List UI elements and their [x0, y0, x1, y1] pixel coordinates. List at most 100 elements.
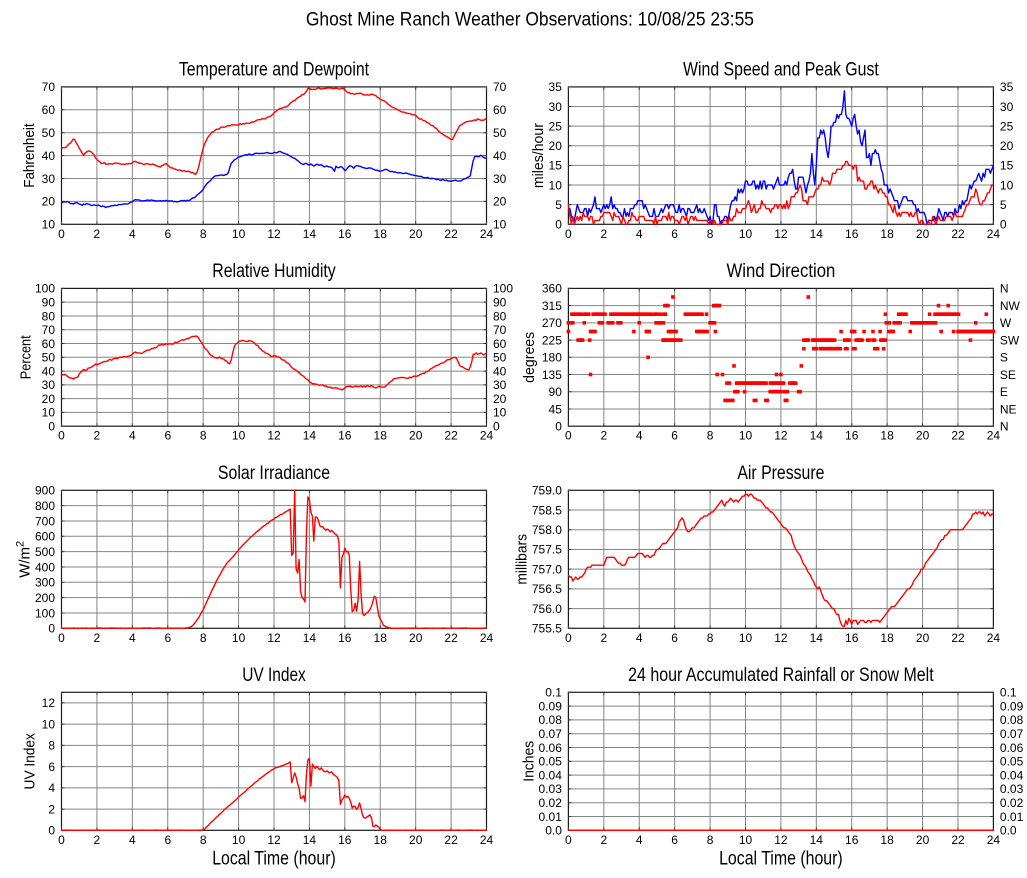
svg-text:8: 8	[707, 227, 714, 241]
svg-text:12: 12	[267, 227, 281, 241]
svg-text:5: 5	[555, 198, 562, 212]
svg-text:6: 6	[164, 227, 171, 241]
svg-text:270: 270	[542, 316, 562, 330]
svg-text:20: 20	[916, 227, 930, 241]
svg-text:12: 12	[774, 833, 788, 847]
svg-text:10: 10	[739, 227, 753, 241]
svg-text:S: S	[1000, 351, 1008, 365]
svg-text:500: 500	[35, 545, 55, 559]
svg-text:6: 6	[164, 429, 171, 443]
svg-text:0: 0	[58, 227, 65, 241]
svg-text:22: 22	[444, 429, 458, 443]
svg-text:80: 80	[493, 309, 507, 323]
svg-text:100: 100	[493, 282, 513, 296]
svg-text:Ghost Mine Ranch Weather Obser: Ghost Mine Ranch Weather Observations: 1…	[306, 9, 754, 30]
svg-text:Percent: Percent	[18, 335, 35, 380]
svg-text:35: 35	[1000, 80, 1014, 94]
svg-text:300: 300	[35, 576, 55, 590]
svg-text:757.5: 757.5	[532, 543, 562, 557]
svg-text:15: 15	[1000, 159, 1014, 173]
svg-text:0.04: 0.04	[539, 768, 563, 782]
svg-text:Fahrenheit: Fahrenheit	[21, 123, 38, 188]
svg-text:18: 18	[374, 227, 388, 241]
svg-text:22: 22	[444, 833, 458, 847]
svg-text:Solar Irradiance: Solar Irradiance	[218, 463, 330, 484]
svg-text:14: 14	[810, 429, 824, 443]
svg-text:0.05: 0.05	[1000, 755, 1024, 769]
svg-text:0: 0	[58, 833, 65, 847]
svg-text:24 hour Accumulated Rainfall o: 24 hour Accumulated Rainfall or Snow Mel…	[628, 665, 934, 686]
svg-text:0.06: 0.06	[539, 741, 563, 755]
svg-text:5: 5	[1000, 198, 1007, 212]
svg-text:Local Time (hour): Local Time (hour)	[719, 849, 843, 870]
svg-text:90: 90	[549, 385, 563, 399]
svg-text:0: 0	[48, 420, 55, 434]
svg-text:18: 18	[374, 631, 388, 645]
svg-text:14: 14	[303, 631, 317, 645]
svg-text:360: 360	[542, 282, 562, 296]
svg-text:100: 100	[35, 606, 55, 620]
svg-text:24: 24	[987, 227, 1001, 241]
svg-text:10: 10	[739, 429, 753, 443]
svg-text:60: 60	[493, 337, 507, 351]
svg-text:18: 18	[374, 833, 388, 847]
svg-text:30: 30	[42, 378, 56, 392]
svg-text:20: 20	[916, 833, 930, 847]
svg-text:14: 14	[810, 833, 824, 847]
svg-text:0.02: 0.02	[1000, 796, 1024, 810]
svg-text:degrees: degrees	[521, 332, 538, 383]
svg-text:4: 4	[129, 631, 136, 645]
svg-text:0: 0	[58, 631, 65, 645]
svg-text:12: 12	[267, 631, 281, 645]
svg-text:0.04: 0.04	[1000, 768, 1024, 782]
svg-text:25: 25	[1000, 120, 1014, 134]
svg-text:60: 60	[493, 103, 507, 117]
svg-text:759.0: 759.0	[532, 484, 562, 498]
svg-text:35: 35	[549, 80, 563, 94]
svg-text:18: 18	[880, 227, 894, 241]
svg-text:10: 10	[42, 218, 56, 232]
svg-text:16: 16	[338, 833, 352, 847]
svg-text:22: 22	[951, 833, 965, 847]
svg-text:22: 22	[951, 429, 965, 443]
svg-text:8: 8	[200, 631, 207, 645]
svg-text:40: 40	[42, 364, 56, 378]
svg-text:10: 10	[1000, 178, 1014, 192]
svg-text:6: 6	[671, 227, 678, 241]
svg-text:18: 18	[374, 429, 388, 443]
svg-text:10: 10	[739, 631, 753, 645]
svg-text:6: 6	[671, 833, 678, 847]
svg-text:100: 100	[35, 282, 55, 296]
svg-text:SE: SE	[1000, 368, 1016, 382]
svg-text:10: 10	[493, 406, 507, 420]
svg-text:0.07: 0.07	[1000, 727, 1024, 741]
svg-text:W: W	[1000, 316, 1012, 330]
svg-text:4: 4	[48, 781, 55, 795]
svg-text:0.1: 0.1	[545, 686, 562, 700]
svg-text:0.03: 0.03	[539, 782, 563, 796]
svg-text:NW: NW	[1000, 299, 1021, 313]
svg-text:0.05: 0.05	[539, 755, 563, 769]
svg-text:4: 4	[636, 227, 643, 241]
svg-text:400: 400	[35, 560, 55, 574]
svg-text:6: 6	[671, 631, 678, 645]
svg-text:Inches: Inches	[521, 741, 538, 782]
svg-text:200: 200	[35, 591, 55, 605]
svg-text:90: 90	[493, 296, 507, 310]
svg-text:14: 14	[810, 631, 824, 645]
svg-text:10: 10	[232, 227, 246, 241]
svg-text:0: 0	[493, 420, 500, 434]
svg-text:8: 8	[200, 429, 207, 443]
svg-text:0: 0	[565, 631, 572, 645]
svg-text:15: 15	[549, 159, 563, 173]
svg-text:70: 70	[42, 323, 56, 337]
svg-text:Temperature and Dewpoint: Temperature and Dewpoint	[179, 59, 370, 80]
svg-text:6: 6	[164, 631, 171, 645]
svg-text:50: 50	[493, 351, 507, 365]
svg-text:2: 2	[94, 227, 101, 241]
svg-text:70: 70	[493, 80, 507, 94]
svg-text:0.03: 0.03	[1000, 782, 1024, 796]
svg-text:12: 12	[774, 631, 788, 645]
svg-text:800: 800	[35, 499, 55, 513]
svg-text:2: 2	[600, 833, 607, 847]
